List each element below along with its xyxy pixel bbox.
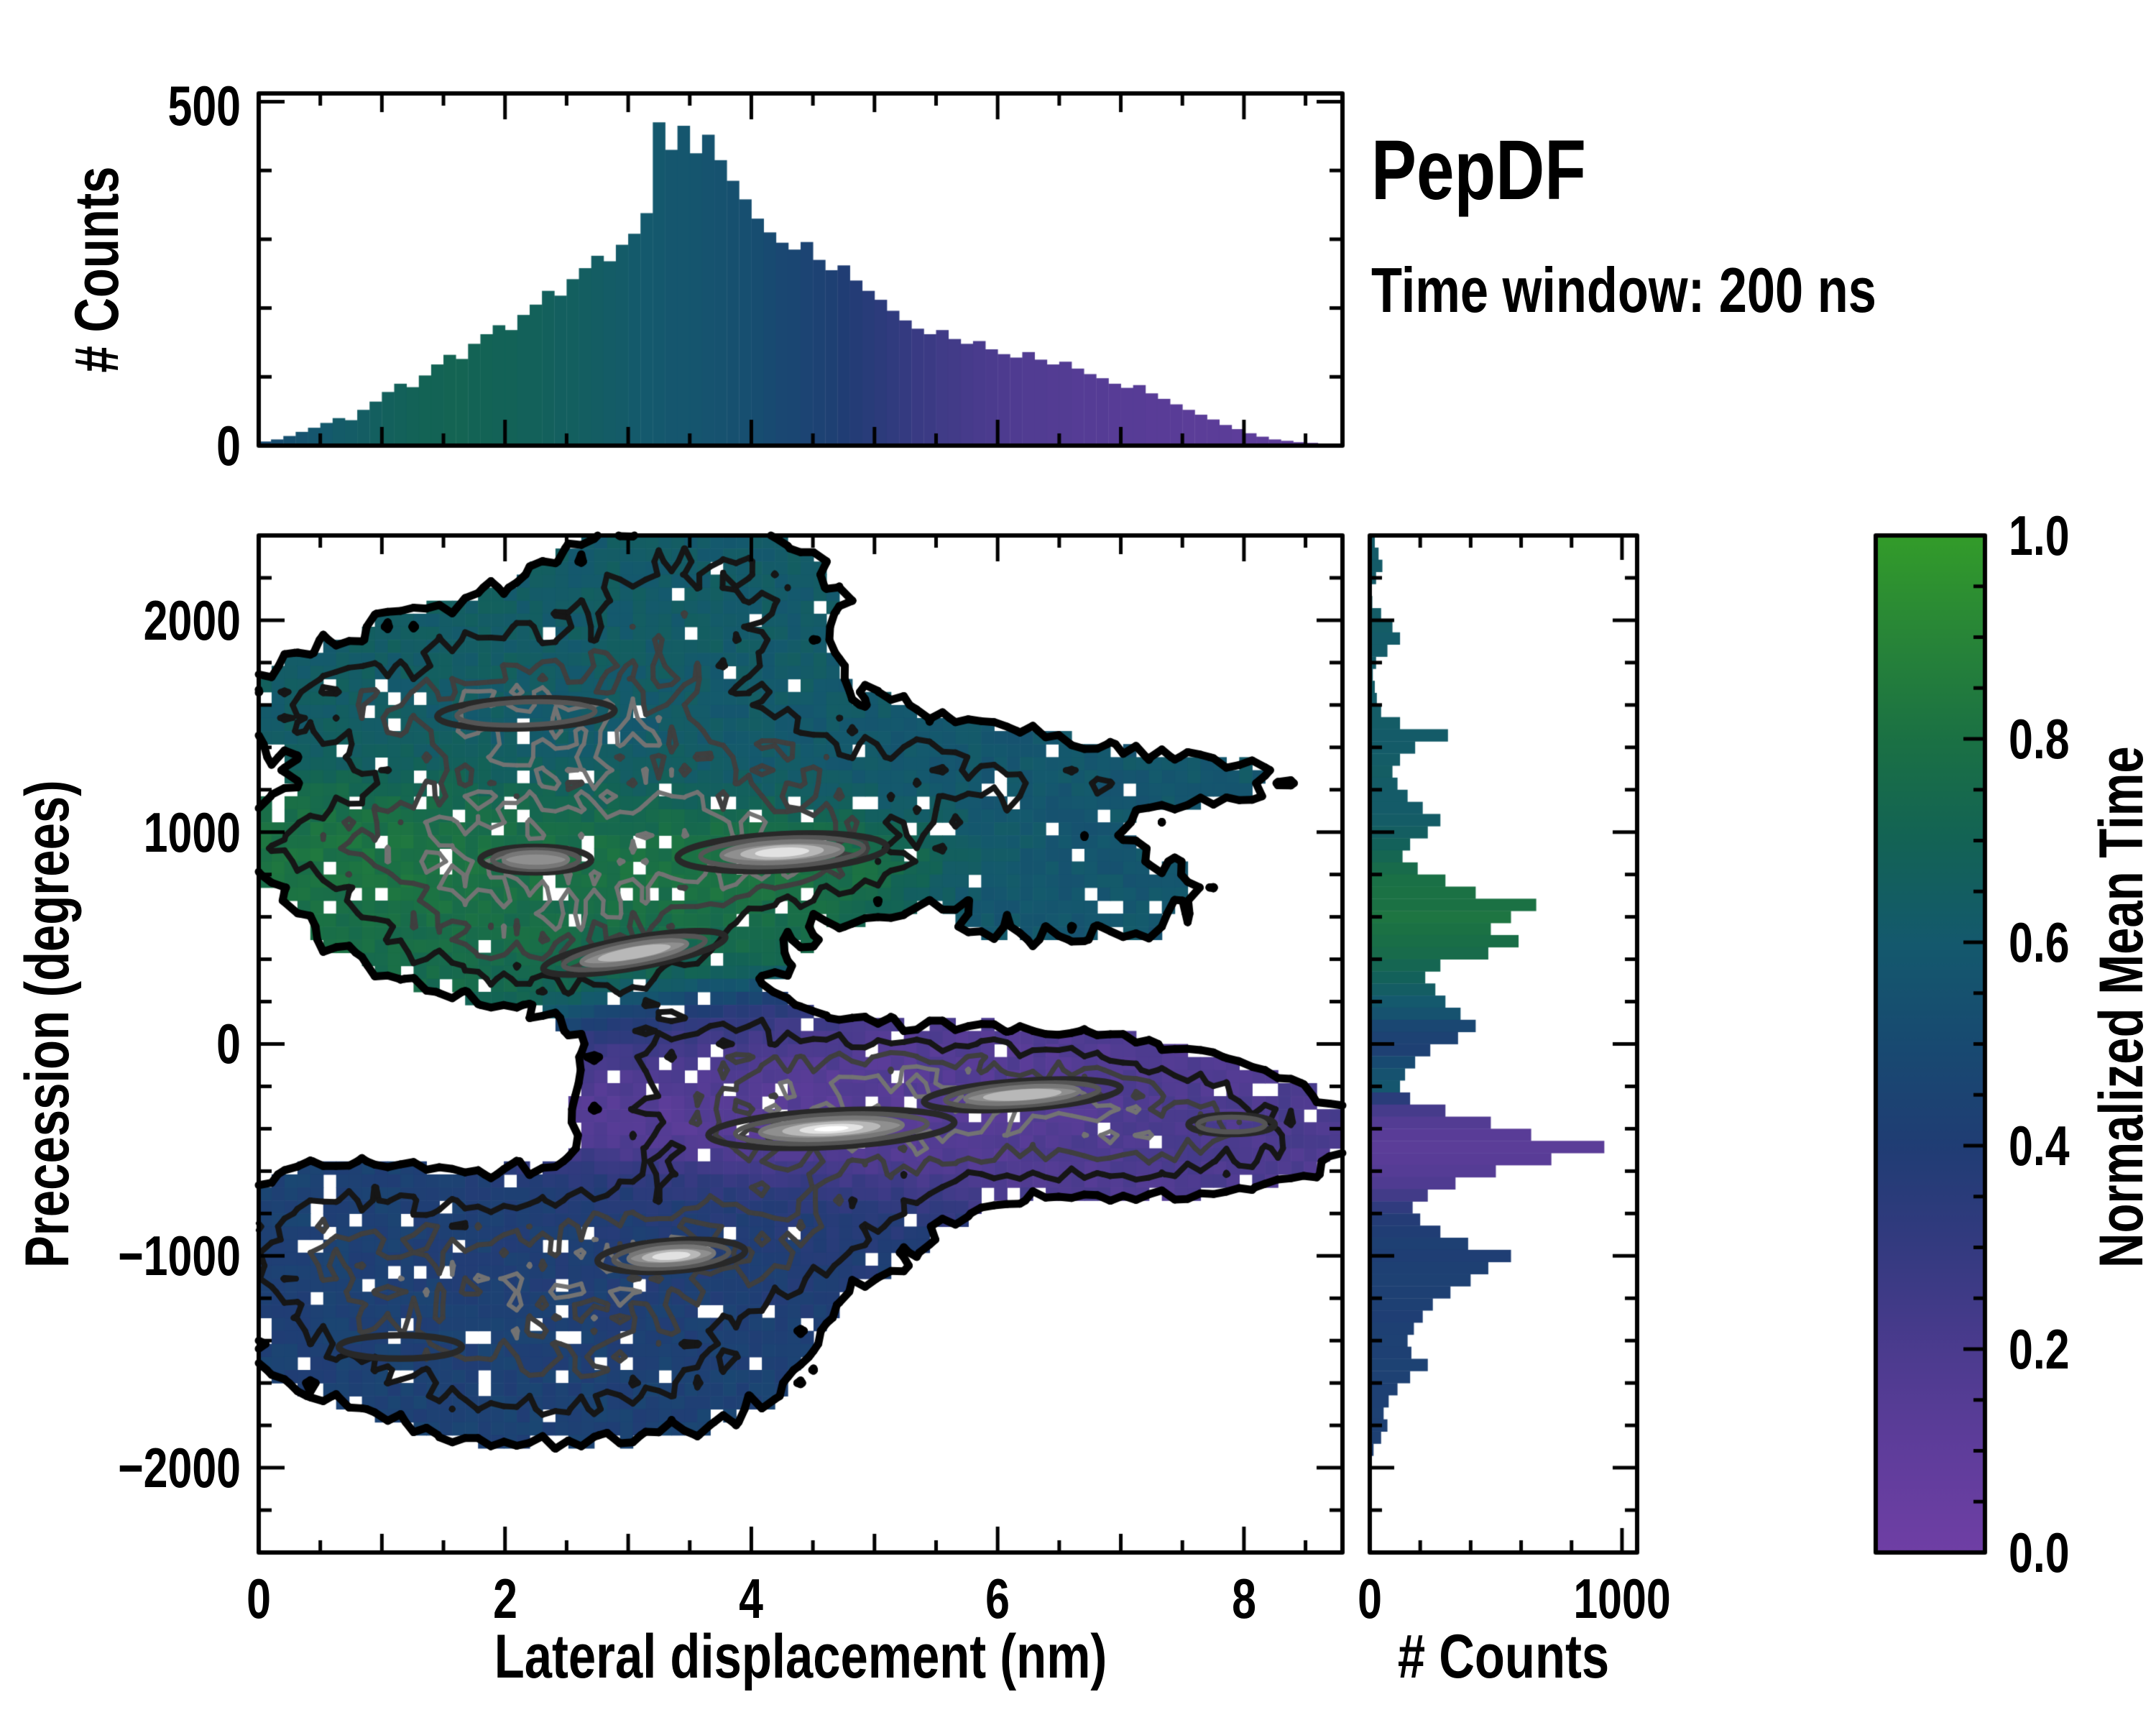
colorbar-tick-0.2: 0.2 [2009,1317,2070,1381]
colorbar-tick-0.0: 0.0 [2009,1521,2070,1584]
right-hist-x-axis-label: # Counts [1397,1622,1610,1691]
colorbar-tick-0.6: 0.6 [2009,911,2070,974]
right-hist-xtick-0: 0 [1358,1567,1382,1630]
page-title: PepDF [1371,123,1586,218]
main-ytick-minus-2000: −2000 [118,1436,241,1499]
colorbar-tick-0.4: 0.4 [2009,1114,2070,1177]
main-x-axis-label: Lateral displacement (nm) [494,1622,1107,1691]
main-ytick-0: 0 [216,1012,241,1075]
main-xtick-6: 6 [985,1567,1010,1630]
main-xtick-8: 8 [1232,1567,1256,1630]
main-xtick-0: 0 [247,1567,271,1630]
top-hist-ytick-0: 0 [216,414,241,477]
main-xtick-2: 2 [493,1567,517,1630]
colorbar-tick-0.8: 0.8 [2009,707,2070,770]
right-hist-xtick-1000: 1000 [1573,1567,1671,1630]
main-ytick-2000: 2000 [143,589,241,652]
main-xtick-4: 4 [739,1567,763,1630]
colorbar-tick-1.0: 1.0 [2009,504,2070,567]
main-ytick-minus-1000: −1000 [118,1224,241,1287]
main-ytick-1000: 1000 [143,801,241,864]
page-subtitle: Time window: 200 ns [1371,254,1876,326]
top-hist-ytick-500: 500 [167,74,241,137]
colorbar-axis-label: Normalized Mean Time [2087,746,2156,1268]
